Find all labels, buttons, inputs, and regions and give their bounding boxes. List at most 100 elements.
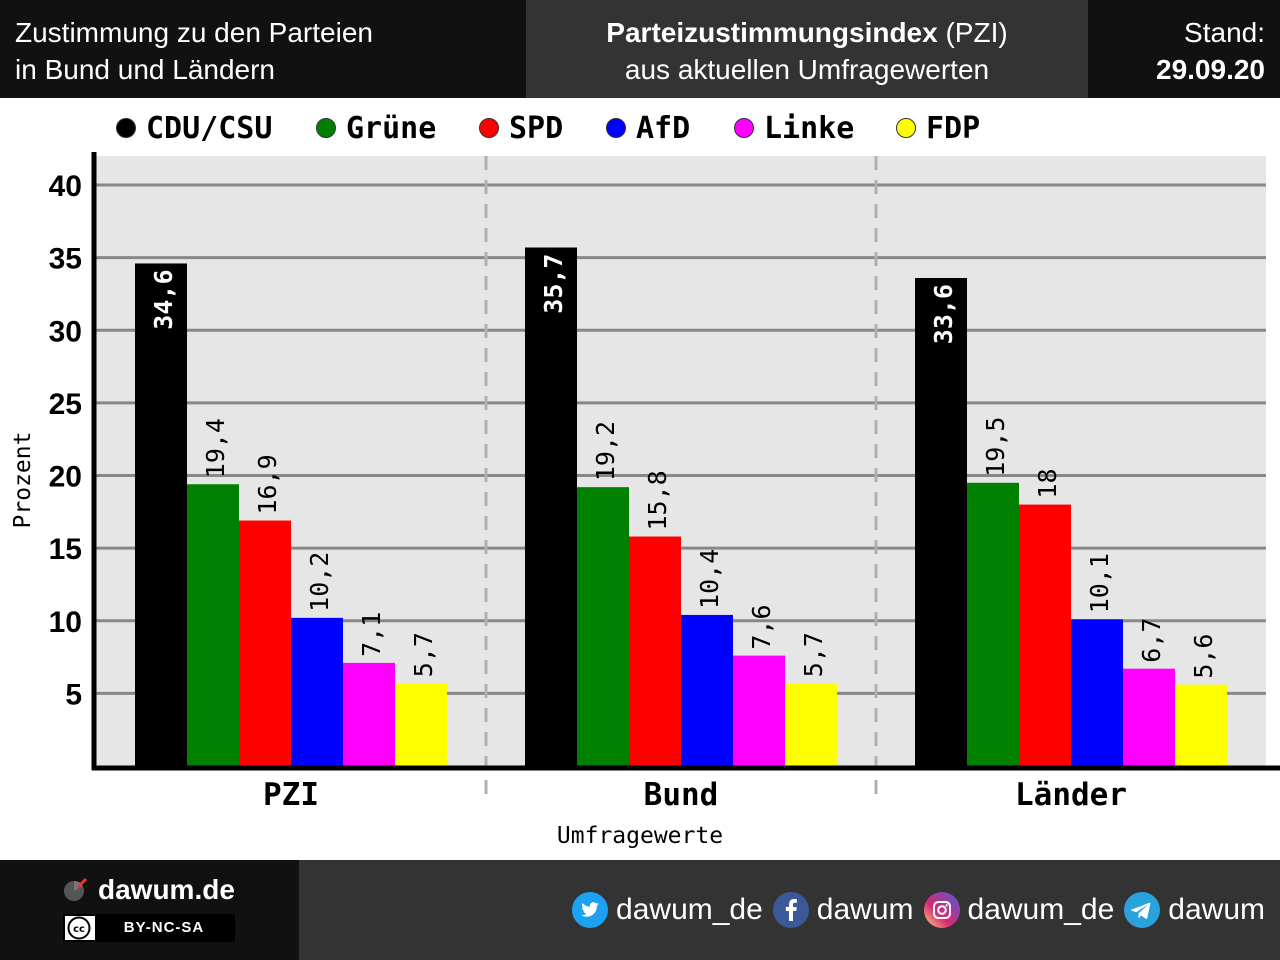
chart-title-bold: Parteizustimmungsindex: [606, 17, 938, 48]
data-label: 34,6: [149, 269, 178, 329]
legend-swatch: [479, 118, 499, 138]
license-text: BY-NC-SA: [95, 916, 233, 940]
bar-cdu-csu-pzi: [135, 263, 187, 766]
bar-spd-länder: [1019, 504, 1071, 766]
data-label: 19,4: [201, 418, 230, 478]
data-label: 5,7: [799, 632, 828, 677]
facebook-handle: dawum: [816, 893, 914, 926]
data-label: 10,1: [1085, 553, 1114, 613]
legend-swatch: [116, 118, 136, 138]
data-label: 7,1: [357, 612, 386, 657]
bar-fdp-pzi: [395, 683, 447, 766]
instagram-link[interactable]: dawum_de: [923, 892, 1115, 928]
bar-cdu-csu-bund: [525, 247, 577, 766]
legend-swatch: [896, 118, 916, 138]
x-tick-label: Länder: [1015, 777, 1127, 813]
footer-brand-area: dawum.de cc BY-NC-SA: [0, 860, 299, 960]
bar-grüne-länder: [967, 482, 1019, 766]
data-label: 7,6: [747, 604, 776, 649]
stand-date: 29.09.20: [1156, 54, 1265, 85]
legend-item-cdu-csu: CDU/CSU: [116, 106, 272, 150]
y-tick-label: 35: [49, 243, 82, 276]
legend-label: Grüne: [346, 110, 437, 146]
bar-linke-pzi: [343, 662, 395, 766]
footer-social-area: dawum_de dawum: [299, 860, 1280, 960]
legend-item-afd: AfD: [606, 106, 690, 150]
legend-swatch: [734, 118, 754, 138]
creative-commons-icon: cc: [67, 916, 91, 940]
data-label: 35,7: [539, 254, 568, 314]
bar-afd-länder: [1071, 619, 1123, 766]
legend-label: CDU/CSU: [146, 110, 273, 146]
telegram-icon: [1124, 892, 1161, 928]
bar-chart: 5 10 15 20 25 30 35 40 34,6 19,4 16,9 10,2 7,1 5,7 PZI…: [10, 152, 1280, 849]
legend-swatch: [606, 118, 626, 138]
data-label: 10,4: [695, 549, 724, 609]
header-title-line2: in Bund und Ländern: [15, 54, 275, 85]
data-label: 5,7: [409, 632, 438, 677]
instagram-icon: [923, 892, 960, 928]
legend-item-spd: SPD: [479, 106, 563, 150]
header-right: Stand: 29.09.20: [1088, 0, 1280, 98]
stand-label: Stand:: [1184, 17, 1265, 48]
telegram-link[interactable]: dawum: [1124, 892, 1265, 928]
dawum-logo-icon: [64, 877, 88, 901]
data-label: 6,7: [1137, 618, 1166, 663]
data-label: 15,8: [643, 470, 672, 530]
bar-spd-pzi: [239, 520, 291, 766]
chart-title: Parteizustimmungsindex (PZI): [526, 14, 1088, 51]
x-tick-label: PZI: [263, 777, 319, 813]
legend-item-linke: Linke: [734, 106, 854, 150]
bar-cdu-csu-länder: [915, 278, 967, 766]
y-axis-title: Prozent: [10, 432, 36, 529]
header-left: Zustimmung zu den Parteien in Bund und L…: [0, 0, 526, 98]
bar-linke-länder: [1123, 668, 1175, 766]
data-label: 16,9: [253, 454, 282, 514]
header-center: Parteizustimmungsindex (PZI) aus aktuell…: [526, 0, 1088, 98]
license-badge[interactable]: cc BY-NC-SA: [63, 914, 235, 942]
x-axis-title: Umfragewerte: [557, 823, 723, 849]
facebook-link[interactable]: dawum: [772, 892, 914, 928]
chart-title-suffix: (PZI): [937, 17, 1008, 48]
legend-swatch: [316, 118, 336, 138]
data-label: 10,2: [305, 552, 334, 612]
twitter-icon: [572, 892, 609, 928]
y-tick-label: 5: [65, 678, 82, 711]
twitter-link[interactable]: dawum_de: [572, 892, 763, 928]
svg-text:cc: cc: [73, 924, 85, 935]
bar-afd-pzi: [291, 617, 343, 766]
social-links: dawum_de dawum: [562, 892, 1265, 928]
header-title-line1: Zustimmung zu den Parteien: [15, 17, 373, 48]
brand-name: dawum.de: [98, 874, 235, 905]
legend-label: AfD: [636, 110, 691, 146]
bar-afd-bund: [681, 614, 733, 766]
data-label: 5,6: [1189, 634, 1218, 679]
bar-grüne-pzi: [187, 484, 239, 766]
bar-grüne-bund: [577, 487, 629, 766]
y-tick-label: 10: [49, 606, 82, 639]
y-tick-label: 30: [49, 315, 82, 348]
y-tick-label: 40: [49, 170, 82, 203]
facebook-icon: [772, 892, 809, 928]
y-tick-label: 25: [49, 388, 82, 421]
legend-item-grüne: Grüne: [316, 106, 436, 150]
y-tick-label: 20: [49, 461, 82, 494]
y-tick-label: 15: [49, 533, 82, 566]
legend-item-fdp: FDP: [896, 106, 980, 150]
footer: dawum.de cc BY-NC-SA dawum_de: [0, 860, 1280, 960]
data-label: 18: [1033, 468, 1062, 498]
twitter-handle: dawum_de: [616, 893, 763, 926]
bar-spd-bund: [629, 536, 681, 766]
data-label: 19,2: [591, 421, 620, 481]
legend-label: FDP: [926, 110, 981, 146]
data-label: 19,5: [981, 417, 1010, 477]
chart-legend: CDU/CSU Grüne SPD AfD Linke FDP: [0, 106, 1280, 150]
instagram-handle: dawum_de: [967, 893, 1115, 926]
bar-linke-bund: [733, 655, 785, 766]
legend-label: Linke: [764, 110, 855, 146]
telegram-handle: dawum: [1168, 893, 1265, 926]
chart-subtitle: aus aktuellen Umfragewerten: [624, 54, 990, 85]
legend-label: SPD: [509, 110, 564, 146]
bar-fdp-länder: [1175, 684, 1227, 766]
brand[interactable]: dawum.de: [62, 874, 235, 906]
